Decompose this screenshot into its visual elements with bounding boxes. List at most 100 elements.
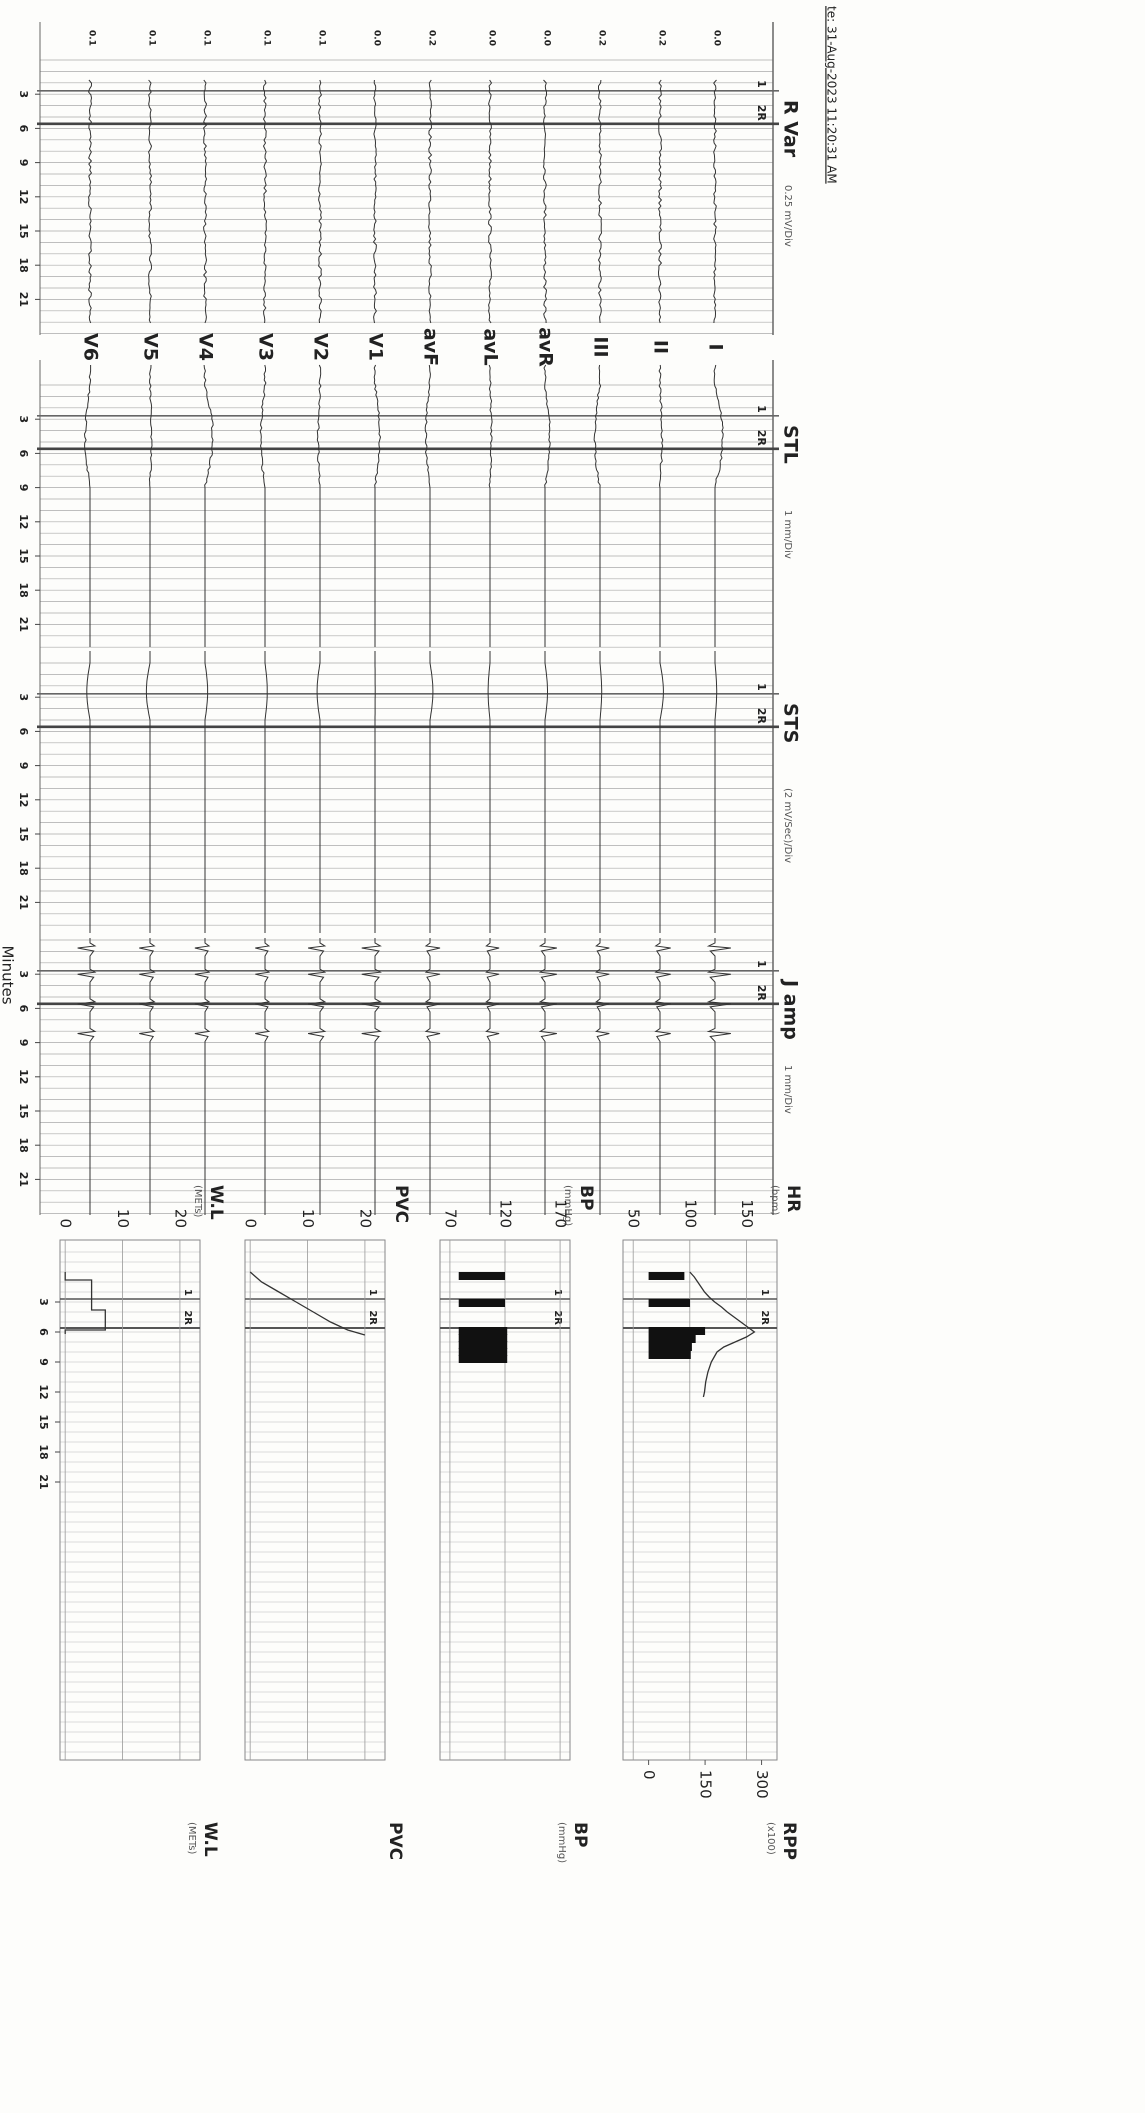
panel-frame bbox=[59, 1239, 201, 1761]
x-tick-label: 12 bbox=[17, 514, 30, 529]
ecg-trace bbox=[317, 79, 323, 324]
lead-label: V6 bbox=[80, 333, 102, 361]
trend-title: BP bbox=[576, 1185, 596, 1210]
ecg-trace bbox=[542, 79, 548, 324]
ecg-trace bbox=[255, 938, 271, 1215]
ecg-trace bbox=[488, 364, 493, 647]
x-tick-label: 15 bbox=[17, 223, 30, 238]
ecg-trace bbox=[264, 651, 268, 933]
stage-label: 1 bbox=[182, 1289, 193, 1296]
baseline-label: 0.1 bbox=[317, 30, 327, 46]
ecg-trace bbox=[372, 79, 377, 324]
ecg-trace bbox=[659, 651, 664, 933]
ecg-trace bbox=[714, 651, 718, 933]
stage-label: 2R bbox=[552, 1310, 563, 1325]
baseline-label: 0.2 bbox=[657, 30, 667, 46]
ecg-trace bbox=[595, 938, 610, 1215]
trend-title: BP bbox=[570, 1822, 590, 1847]
baseline-label: 0.1 bbox=[262, 30, 272, 46]
baseline-label: 0.2 bbox=[597, 30, 607, 46]
stage-label: 2R bbox=[759, 1310, 770, 1325]
baseline-label: 0.0 bbox=[712, 30, 722, 46]
x-tick-label: 9 bbox=[17, 1039, 30, 1047]
x-tick-label: 21 bbox=[37, 1474, 50, 1489]
ecg-trace bbox=[77, 938, 97, 1215]
y-tick-label: 150 bbox=[738, 1199, 756, 1228]
ecg-trace bbox=[543, 364, 551, 647]
x-tick-label: 3 bbox=[17, 693, 30, 701]
trend-title: PVC bbox=[391, 1185, 411, 1223]
y-tick-label: 300 bbox=[753, 1770, 771, 1799]
x-tick-label: 18 bbox=[17, 861, 30, 876]
x-tick-label: 21 bbox=[17, 1172, 30, 1187]
trend-title: W.L bbox=[200, 1822, 220, 1857]
column-scale: 1 mm/Div bbox=[782, 1065, 793, 1114]
ecg-trace bbox=[538, 938, 557, 1215]
lead-label: avL bbox=[480, 328, 502, 365]
trend-unit: (bpm) bbox=[769, 1185, 780, 1215]
column-scale: (2 mV/Sec)/Div bbox=[782, 788, 793, 863]
y-tick-label: 0 bbox=[57, 1218, 75, 1228]
stage-label: 2R bbox=[367, 1310, 378, 1325]
y-tick-label: 70 bbox=[441, 1209, 459, 1228]
ecg-trace bbox=[259, 364, 267, 647]
x-tick-label: 3 bbox=[17, 970, 30, 978]
ecg-trace bbox=[88, 79, 93, 324]
column-scale: 0.25 mV/Div bbox=[782, 185, 793, 247]
ecg-trace bbox=[361, 938, 382, 1215]
trend-title: W.L bbox=[206, 1185, 226, 1220]
x-tick-label: 3 bbox=[17, 415, 30, 423]
rpp-bar bbox=[648, 1335, 696, 1343]
bp-bar bbox=[458, 1355, 508, 1363]
trend-unit: (mmHg) bbox=[562, 1185, 573, 1226]
baseline-label: 0.1 bbox=[87, 30, 97, 46]
bp-bar bbox=[458, 1272, 505, 1280]
x-tick-label: 12 bbox=[17, 189, 30, 204]
rpp-bar bbox=[648, 1351, 691, 1359]
x-tick-label: 9 bbox=[17, 484, 30, 492]
x-tick-label: 3 bbox=[37, 1298, 50, 1306]
lead-label: avR bbox=[535, 327, 557, 367]
ecg-trace bbox=[262, 79, 268, 324]
trend-title: HR bbox=[783, 1185, 803, 1212]
y-tick-label: 10 bbox=[114, 1209, 132, 1228]
x-tick-label: 12 bbox=[37, 1384, 50, 1399]
rpp-bar bbox=[648, 1299, 691, 1307]
ecg-trace bbox=[597, 79, 603, 324]
lead-label: I bbox=[705, 343, 727, 350]
y-tick-label: 20 bbox=[356, 1209, 374, 1228]
y-tick-label: 0 bbox=[640, 1770, 658, 1780]
stage-label: 2R bbox=[755, 105, 768, 122]
ecg-trace bbox=[488, 79, 493, 324]
x-tick-label: 15 bbox=[17, 826, 30, 841]
stage-label: 1 bbox=[552, 1289, 563, 1296]
ecg-trace bbox=[658, 364, 664, 647]
baseline-label: 0.0 bbox=[487, 30, 497, 46]
stage-label: 1 bbox=[755, 405, 768, 413]
ecg-trace bbox=[427, 79, 433, 324]
ecg-trace bbox=[599, 651, 603, 933]
y-tick-label: 100 bbox=[681, 1199, 699, 1228]
ecg-trace bbox=[657, 79, 663, 324]
lead-label: V4 bbox=[195, 333, 217, 361]
x-tick-label: 6 bbox=[37, 1328, 50, 1336]
ecg-trace bbox=[86, 651, 91, 933]
ecg-trace bbox=[593, 364, 602, 647]
x-axis-label: Minutes bbox=[0, 945, 17, 1004]
y-tick-label: 120 bbox=[497, 1199, 515, 1228]
stage-label: 2R bbox=[755, 430, 768, 447]
x-tick-label: 12 bbox=[17, 792, 30, 807]
bp-bar bbox=[458, 1341, 508, 1349]
lead-label: V1 bbox=[365, 333, 387, 361]
x-tick-label: 18 bbox=[17, 1138, 30, 1153]
stage-label: 1 bbox=[755, 683, 768, 691]
stage-label: 2R bbox=[755, 985, 768, 1002]
x-tick-label: 9 bbox=[17, 762, 30, 770]
lead-label: V2 bbox=[310, 333, 332, 361]
bp-bar bbox=[458, 1299, 505, 1307]
y-tick-label: 0 bbox=[242, 1218, 260, 1228]
rpp-bar bbox=[648, 1343, 692, 1351]
column-title: STS bbox=[780, 703, 802, 743]
baseline-label: 0.2 bbox=[427, 30, 437, 46]
